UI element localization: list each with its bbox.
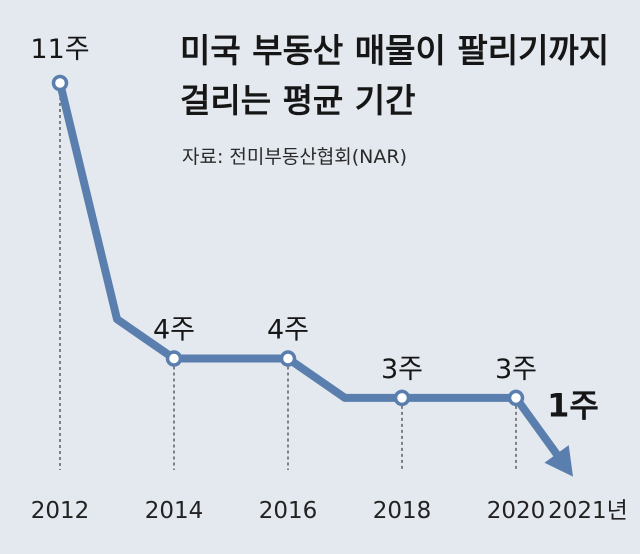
data-label-2012: 11주 [30,34,89,65]
x-tick-label-2021: 2021년 [548,498,628,524]
data-label-2018: 3주 [381,354,423,385]
chart-title-line-1: 미국 부동산 매물이 팔리기까지 [180,31,609,70]
guide-lines [59,91,517,470]
x-tick-label-2020: 2020 [487,498,546,524]
chart-source: 자료: 전미부동산협회(NAR) [182,146,407,168]
x-tick-label-2016: 2016 [259,498,318,524]
data-label-2020: 3주 [495,354,537,385]
data-label-2016: 4주 [267,315,309,346]
data-label-2021: 1주 [547,387,599,425]
x-tick-label-2014: 2014 [145,498,204,524]
x-tick-label-2012: 2012 [31,498,90,524]
chart-title-line-2: 걸리는 평균 기간 [180,81,416,120]
point-marker-2016 [279,350,297,367]
series-line-group [56,82,573,477]
data-label-2014: 4주 [153,315,195,346]
series-line [56,82,561,458]
x-tick-label-2018: 2018 [373,498,432,524]
point-marker-2018 [393,389,411,407]
point-marker-2014 [165,350,183,367]
point-marker-2020 [507,389,525,407]
data-labels: 11주 4주 4주 3주 3주 1주 [30,34,598,425]
series-arrowhead [544,445,573,477]
point-marker-2012 [51,74,69,92]
x-axis-tick-labels: 2012 2014 2016 2018 2020 2021년 [31,498,628,524]
point-markers [51,74,525,407]
